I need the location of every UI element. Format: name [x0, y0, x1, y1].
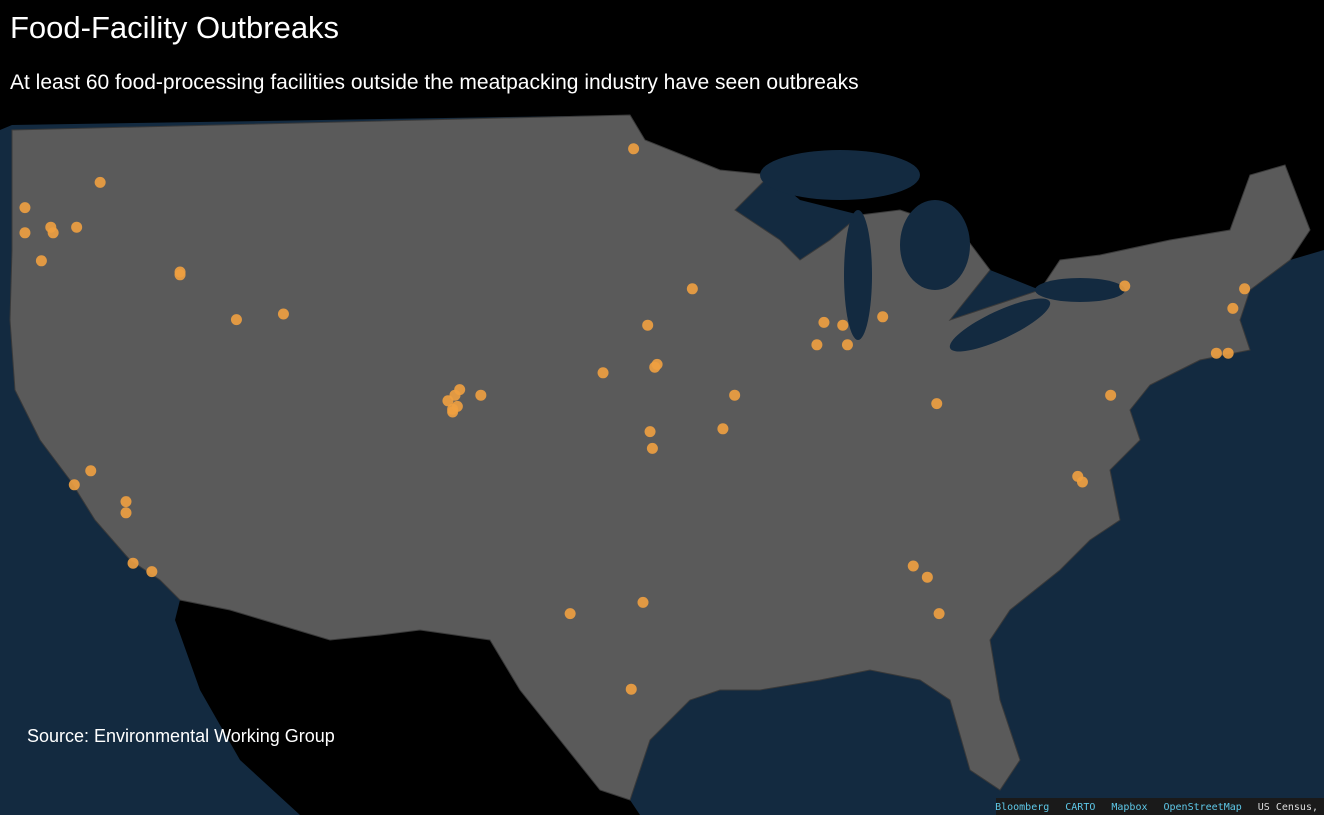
facility[interactable] — [1222, 347, 1234, 359]
facility[interactable] — [1227, 302, 1239, 314]
facility[interactable] — [931, 398, 943, 410]
source: Source: Environmental Working Group — [27, 726, 335, 746]
facility[interactable] — [637, 596, 649, 608]
facility[interactable] — [933, 608, 945, 620]
facility[interactable] — [68, 479, 80, 491]
facility[interactable] — [146, 566, 158, 578]
facility[interactable] — [1105, 389, 1117, 401]
facility[interactable] — [120, 496, 132, 508]
facility[interactable] — [127, 557, 139, 569]
facility[interactable] — [85, 465, 97, 477]
facility[interactable] — [644, 426, 656, 438]
facility[interactable] — [475, 389, 487, 401]
facility[interactable] — [447, 406, 459, 418]
facility[interactable] — [174, 269, 186, 281]
attribution-bar — [996, 798, 1324, 815]
facility[interactable] — [19, 202, 31, 214]
facility[interactable] — [120, 507, 132, 519]
facility[interactable] — [1076, 476, 1088, 488]
great-lakes — [760, 150, 1125, 352]
facility[interactable] — [564, 608, 576, 620]
header-band — [0, 0, 1324, 105]
attribution-link[interactable]: OpenStreetMap — [1164, 802, 1242, 813]
attribution-text: US Census, — [1258, 802, 1318, 813]
facility[interactable] — [642, 319, 654, 331]
attribution-link[interactable]: CARTO — [1065, 802, 1095, 813]
facility[interactable] — [230, 314, 242, 326]
facility[interactable] — [837, 319, 849, 331]
facility[interactable] — [729, 389, 741, 401]
facility[interactable] — [71, 221, 83, 233]
facility[interactable] — [625, 683, 637, 695]
facility[interactable] — [907, 560, 919, 572]
facility-markers — [19, 143, 1251, 695]
attribution-link[interactable]: Bloomberg — [995, 802, 1049, 813]
attribution-link[interactable]: Mapbox — [1111, 802, 1147, 813]
title: Food-Facility Outbreaks — [10, 10, 339, 45]
facility[interactable] — [597, 367, 609, 379]
facility[interactable] — [628, 143, 640, 155]
facility[interactable] — [35, 255, 47, 267]
facility[interactable] — [646, 442, 658, 454]
facility[interactable] — [841, 339, 853, 351]
facility[interactable] — [686, 283, 698, 295]
facility[interactable] — [921, 571, 933, 583]
canada — [0, 105, 1324, 290]
facility[interactable] — [1210, 347, 1222, 359]
facility[interactable] — [19, 227, 31, 239]
facility[interactable] — [717, 423, 729, 435]
attribution: US Census, OpenStreetMap Mapbox CARTO Bloomb… — [995, 802, 1318, 813]
facility[interactable] — [94, 176, 106, 188]
facility[interactable] — [818, 316, 830, 328]
facility[interactable] — [277, 308, 289, 320]
facility[interactable] — [1119, 280, 1131, 292]
facility[interactable] — [449, 389, 461, 401]
facility[interactable] — [47, 227, 59, 239]
facility[interactable] — [877, 311, 889, 323]
subtitle: At least 60 food-processing facilities o… — [10, 71, 859, 94]
facility[interactable] — [1239, 283, 1251, 295]
mexico — [175, 600, 640, 815]
facility[interactable] — [811, 339, 823, 351]
facility[interactable] — [649, 361, 661, 373]
